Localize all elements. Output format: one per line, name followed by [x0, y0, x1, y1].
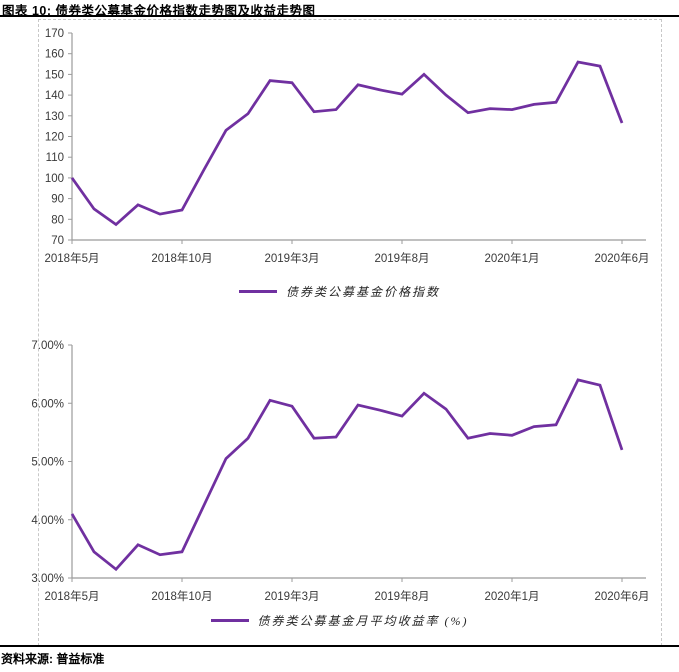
x-tick-label: 2020年6月: [595, 251, 650, 265]
x-tick-label: 2020年1月: [485, 251, 540, 265]
y-tick-label: 3.00%: [31, 573, 64, 585]
y-tick-label: 6.00%: [31, 398, 64, 410]
x-tick-label: 2018年10月: [151, 589, 212, 603]
y-tick-label: 170: [45, 28, 64, 40]
source-note: 资料来源: 普益标准: [1, 652, 105, 666]
x-tick-label: 2018年5月: [45, 589, 100, 603]
y-tick-label: 80: [51, 214, 64, 226]
source-divider-rule: [0, 645, 679, 647]
y-tick-label: 5.00%: [31, 457, 64, 469]
x-tick-label: 2019年3月: [265, 589, 320, 603]
x-tick-label: 2020年1月: [485, 589, 540, 603]
x-tick-label: 2018年10月: [151, 251, 212, 265]
y-tick-label: 4.00%: [31, 515, 64, 527]
y-tick-label: 150: [45, 69, 64, 81]
title-divider-rule: [0, 15, 679, 17]
y-tick-label: 120: [45, 132, 64, 144]
series-line-0: [70, 60, 624, 227]
legend-avg-return: 债券类公募基金月平均收益率 (%): [0, 612, 679, 629]
legend-label-price-index: 债券类公募基金价格指数: [285, 285, 440, 299]
y-tick-label: 90: [51, 194, 64, 206]
legend-price-index: 债券类公募基金价格指数: [0, 283, 679, 300]
series-line-1: [70, 378, 624, 572]
y-tick-label: 160: [45, 49, 64, 61]
x-tick-label: 2019年8月: [375, 589, 430, 603]
figure-title: 图表 10: 债券类公募基金价格指数走势图及收益走势图: [2, 4, 316, 18]
legend-label-avg-return: 债券类公募基金月平均收益率 (%): [257, 614, 469, 628]
y-tick-label: 100: [45, 173, 64, 185]
y-tick-label: 110: [46, 152, 64, 164]
y-tick-label: 130: [45, 111, 64, 123]
x-tick-label: 2018年5月: [45, 251, 100, 265]
x-tick-label: 2020年6月: [595, 589, 650, 603]
y-tick-label: 70: [51, 235, 64, 247]
legend-line-swatch: [210, 619, 249, 622]
x-tick-label: 2019年3月: [265, 251, 320, 265]
y-tick-label: 140: [45, 90, 64, 102]
x-tick-label: 2019年8月: [375, 251, 430, 265]
legend-line-swatch: [238, 290, 277, 293]
y-tick-label: 7.00%: [31, 340, 64, 352]
